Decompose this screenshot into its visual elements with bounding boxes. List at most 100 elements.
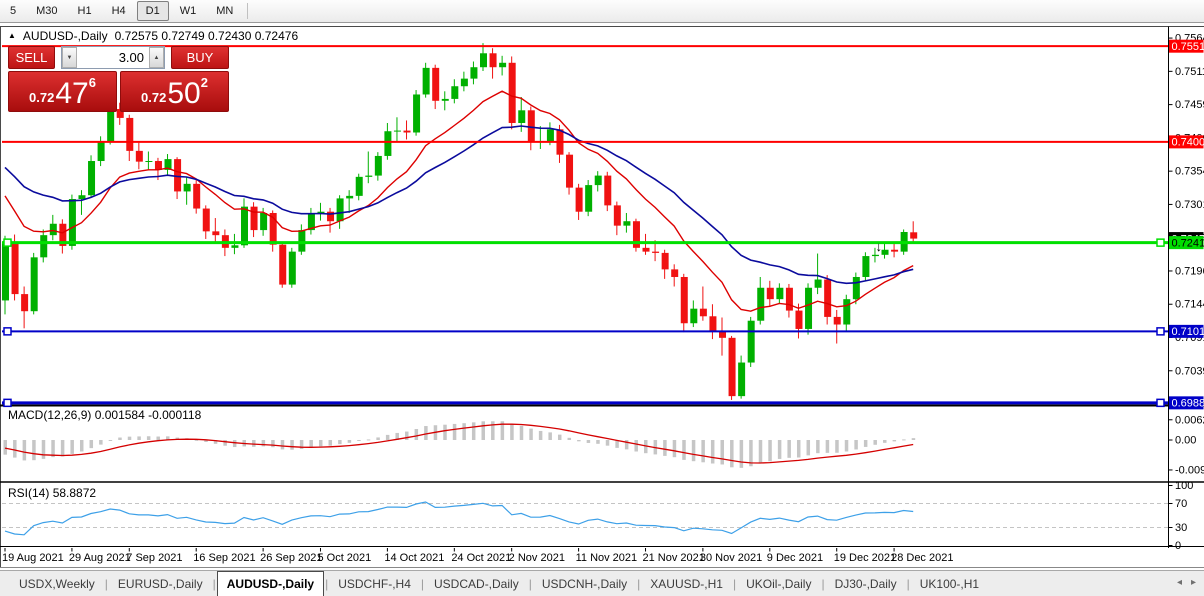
macd-axis-label: 0.006201 xyxy=(1175,414,1204,426)
sell-price-panel[interactable]: 0.72 47 6 xyxy=(8,71,117,112)
chart-ohlc-values: 0.72575 0.72749 0.72430 0.72476 xyxy=(114,29,299,43)
tab-separator: | xyxy=(906,577,910,591)
resistance-badge-1-text: 0.75512 xyxy=(1172,41,1204,53)
volume-input[interactable]: 3.00 xyxy=(118,50,144,65)
support-badge-green xyxy=(1169,236,1204,250)
timeframe-button-h1[interactable]: H1 xyxy=(77,5,92,17)
line-handle[interactable] xyxy=(3,327,12,336)
line-handle[interactable] xyxy=(3,238,12,247)
date-tick-label: 7 Sep 2021 xyxy=(126,552,182,564)
tab-ukoildaily[interactable]: UKOil-,Daily xyxy=(746,577,812,591)
volume-decrease-icon[interactable]: ▼ xyxy=(62,47,77,68)
rsi-axis-label: 70 xyxy=(1175,498,1187,510)
one-click-trade-widget: SELL ▼ 3.00 ▲ BUY 0.72 47 6 0.72 50 2 xyxy=(8,46,229,112)
timeframe-toolbar: 5 M30 H1 H4 D1 W1 MN xyxy=(0,0,1204,23)
macd-label: MACD(12,26,9) 0.001584 -0.000118 xyxy=(8,408,201,422)
tab-separator: | xyxy=(325,577,329,591)
rsi-line xyxy=(4,501,914,536)
buy-price-big: 50 xyxy=(167,77,201,110)
timeframe-button-m30[interactable]: M30 xyxy=(36,5,58,17)
arrow-down-marker[interactable]: ↓ xyxy=(876,239,883,254)
tab-separator: | xyxy=(732,577,737,591)
sell-price-prefix: 0.72 xyxy=(29,90,55,105)
price-axis: 0.756400.751150.745900.740650.735400.730… xyxy=(1168,33,1204,552)
resistance-badge-2 xyxy=(1169,135,1204,149)
date-tick-label: 2 Nov 2021 xyxy=(509,552,565,564)
tab-usdcnhdaily[interactable]: USDCNH-,Daily xyxy=(541,577,628,591)
toolbar-separator xyxy=(247,3,249,19)
line-handle[interactable] xyxy=(1156,238,1165,247)
price-tick-label: 0.74590 xyxy=(1175,99,1204,111)
price-tick-label: 0.71965 xyxy=(1175,265,1204,277)
rsi-panel xyxy=(2,501,1168,536)
resistance-badge-2-text: 0.74002 xyxy=(1172,137,1204,149)
rsi-axis-label: 0 xyxy=(1175,540,1181,552)
price-tick-label: 0.70390 xyxy=(1175,365,1204,377)
date-tick-label: 28 Dec 2021 xyxy=(891,552,953,564)
line-handle[interactable] xyxy=(3,398,12,408)
tab-separator: | xyxy=(104,577,108,591)
line-handle[interactable] xyxy=(1156,327,1165,336)
tab-separator: | xyxy=(212,577,216,591)
tab-audusddaily[interactable]: AUDUSD-,Daily xyxy=(216,571,325,596)
tab-separator: | xyxy=(637,577,641,591)
symbol-tab-bar: USDX,Weekly | EURUSD-,Daily | AUDUSD-,Daily |… xyxy=(0,570,1204,596)
sell-price-big: 47 xyxy=(55,77,89,110)
tab-usdxweekly[interactable]: USDX,Weekly xyxy=(19,577,95,591)
rsi-axis-label: 100 xyxy=(1175,480,1193,492)
ma-slow-line xyxy=(4,125,914,285)
date-tick-label: 21 Nov 2021 xyxy=(643,552,705,564)
tab-usdchfh4[interactable]: USDCHF-,H4 xyxy=(338,577,411,591)
tab-scroll-left-icon[interactable]: ◂ xyxy=(1176,577,1182,588)
ma-fast-line xyxy=(4,90,914,312)
collapse-triangle-icon[interactable]: ▲ xyxy=(8,31,16,40)
chart-title: ▲ AUDUSD-,Daily 0.72575 0.72749 0.72430 … xyxy=(8,29,298,43)
date-tick-label: 5 Oct 2021 xyxy=(317,552,371,564)
timeframe-button-mn[interactable]: MN xyxy=(216,5,234,17)
volume-spinner: ▼ 3.00 ▲ xyxy=(61,46,165,69)
tab-separator: | xyxy=(528,577,532,591)
date-tick-label: 24 Oct 2021 xyxy=(451,552,511,564)
timeframe-button-w1[interactable]: W1 xyxy=(179,5,197,17)
chart-frame xyxy=(0,26,1204,568)
timeframe-button-h4[interactable]: H4 xyxy=(111,5,126,17)
macd-name: MACD(12,26,9) xyxy=(8,408,92,422)
rsi-axis-label: 30 xyxy=(1175,522,1187,534)
volume-increase-icon[interactable]: ▲ xyxy=(149,47,164,68)
date-tick-label: 16 Sep 2021 xyxy=(193,552,255,564)
date-tick-label: 26 Sep 2021 xyxy=(260,552,322,564)
timeframe-button-d1[interactable]: D1 xyxy=(136,1,169,21)
price-badges: 0.724760.755120.740020.724120.710120.698… xyxy=(1169,39,1204,410)
tab-nav: ◂ ▸ xyxy=(1177,577,1196,588)
support-badge-blue-2 xyxy=(1169,396,1204,410)
date-tick-label: 19 Dec 2021 xyxy=(834,552,896,564)
price-tick-label: 0.75115 xyxy=(1175,66,1204,78)
tab-usdcaddaily[interactable]: USDCAD-,Daily xyxy=(434,577,519,591)
tab-separator: | xyxy=(420,577,425,591)
buy-price-prefix: 0.72 xyxy=(141,90,167,105)
date-tick-label: 9 Dec 2021 xyxy=(767,552,823,564)
price-tick-label: 0.73015 xyxy=(1175,199,1204,211)
buy-price-panel[interactable]: 0.72 50 2 xyxy=(120,71,229,112)
tab-scroll-right-icon[interactable]: ▸ xyxy=(1190,577,1196,588)
tab-dj30daily[interactable]: DJ30-,Daily xyxy=(834,577,897,591)
tab-xauusdh1[interactable]: XAUUSD-,H1 xyxy=(650,577,723,591)
sell-price-sup: 6 xyxy=(88,75,96,90)
support-badge-green-text: 0.72412 xyxy=(1172,237,1204,249)
timeframe-button-5[interactable]: 5 xyxy=(10,5,17,17)
buy-price-sup: 2 xyxy=(200,75,208,90)
sell-button[interactable]: SELL xyxy=(8,46,55,69)
buy-button[interactable]: BUY xyxy=(171,46,229,69)
date-tick-label: 11 Nov 2021 xyxy=(576,552,638,564)
tab-uk100h1[interactable]: UK100-,H1 xyxy=(919,577,980,591)
macd-axis-label: 0.00 xyxy=(1175,435,1196,447)
line-handle[interactable] xyxy=(1156,398,1165,408)
chart-symbol-period: AUDUSD-,Daily xyxy=(22,29,108,43)
tab-eurusddaily[interactable]: EURUSD-,Daily xyxy=(117,577,203,591)
rsi-label: RSI(14) 58.8872 xyxy=(8,486,96,500)
macd-current-values: 0.001584 -0.000118 xyxy=(94,408,202,422)
date-tick-label: 29 Aug 2021 xyxy=(69,552,131,564)
